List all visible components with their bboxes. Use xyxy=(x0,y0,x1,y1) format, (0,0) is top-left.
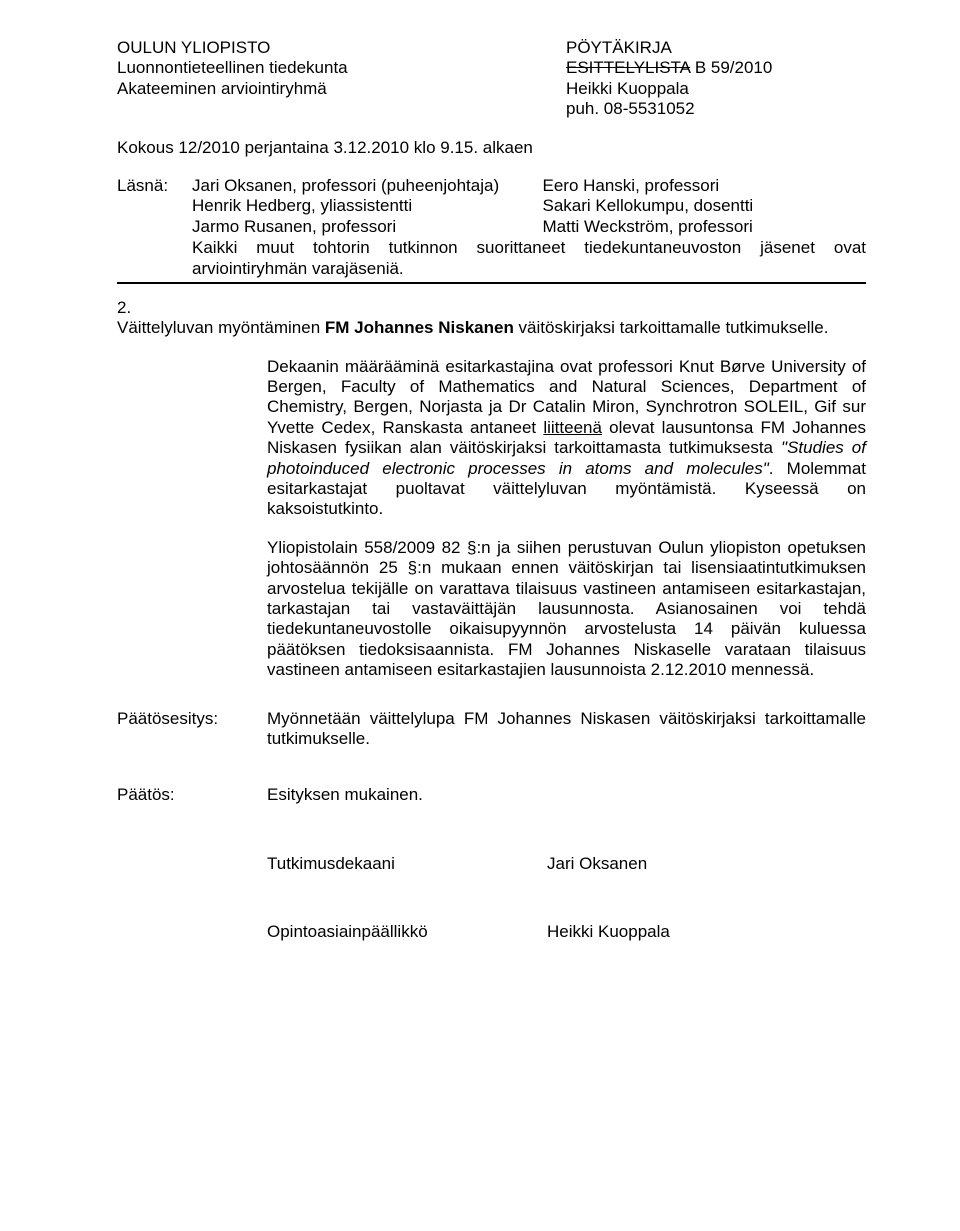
sig1-name: Jari Oksanen xyxy=(547,854,866,874)
agenda-title-prefix: Väittelyluvan myöntäminen xyxy=(117,318,325,337)
presentation-strikethrough: ESITTELYLISTA xyxy=(566,58,690,77)
paragraph-1: Dekaanin määrääminä esitarkastajina ovat… xyxy=(267,357,866,520)
meeting-info: Kokous 12/2010 perjantaina 3.12.2010 klo… xyxy=(117,138,866,158)
decision-row: Päätös: Esityksen mukainen. xyxy=(117,785,866,805)
attendee-left: Jari Oksanen, professori (puheenjohtaja) xyxy=(192,176,542,196)
record-label: PÖYTÄKIRJA xyxy=(566,38,866,58)
phone-number: puh. 08-5531052 xyxy=(566,99,866,119)
agenda-title: Väittelyluvan myöntäminen FM Johannes Ni… xyxy=(117,318,866,338)
org-name: OULUN YLIOPISTO xyxy=(117,38,348,58)
sig1-title: Tutkimusdekaani xyxy=(267,854,547,874)
section-divider xyxy=(117,282,866,284)
presentation-suffix: B 59/2010 xyxy=(690,58,772,77)
proposal-text: Myönnetään väittelylupa FM Johannes Nisk… xyxy=(267,709,866,750)
faculty-name: Luonnontieteellinen tiedekunta xyxy=(117,58,348,78)
sig2-name: Heikki Kuoppala xyxy=(547,922,866,942)
attendee-left: Henrik Hedberg, yliassistentti xyxy=(192,196,542,216)
signature-row-1: Tutkimusdekaani Jari Oksanen xyxy=(267,854,866,874)
agenda-title-suffix: väitöskirjaksi tarkoittamalle tutkimukse… xyxy=(514,318,829,337)
attendee-right: Eero Hanski, professori xyxy=(542,176,866,196)
header-left-block: OULUN YLIOPISTO Luonnontieteellinen tied… xyxy=(117,38,348,120)
present-note: Kaikki muut tohtorin tutkinnon suorittan… xyxy=(192,238,866,279)
decision-label: Päätös: xyxy=(117,785,267,805)
present-label: Läsnä: xyxy=(117,176,192,196)
agenda-title-bold: FM Johannes Niskanen xyxy=(325,318,514,337)
presenter-name: Heikki Kuoppala xyxy=(566,79,866,99)
attendee-right: Sakari Kellokumpu, dosentti xyxy=(542,196,866,216)
attendee-right: Matti Weckström, professori xyxy=(542,217,866,237)
sig2-title: Opintoasiainpäällikkö xyxy=(267,922,547,942)
para1-underline: liitteenä xyxy=(543,418,602,437)
present-row-3: Jarmo Rusanen, professori Matti Weckströ… xyxy=(192,217,866,237)
attendee-left: Jarmo Rusanen, professori xyxy=(192,217,542,237)
presentation-list: ESITTELYLISTA B 59/2010 xyxy=(566,58,866,78)
document-header: OULUN YLIOPISTO Luonnontieteellinen tied… xyxy=(117,38,866,120)
signature-row-2: Opintoasiainpäällikkö Heikki Kuoppala xyxy=(267,922,866,942)
proposal-label: Päätösesitys: xyxy=(117,709,267,750)
decision-text: Esityksen mukainen. xyxy=(267,785,866,805)
present-content: Jari Oksanen, professori (puheenjohtaja)… xyxy=(192,176,866,279)
group-name: Akateeminen arviointiryhmä xyxy=(117,79,348,99)
paragraph-2: Yliopistolain 558/2009 82 §:n ja siihen … xyxy=(267,538,866,681)
header-right-block: PÖYTÄKIRJA ESITTELYLISTA B 59/2010 Heikk… xyxy=(566,38,866,120)
present-row-2: Henrik Hedberg, yliassistentti Sakari Ke… xyxy=(192,196,866,216)
present-row-1: Jari Oksanen, professori (puheenjohtaja)… xyxy=(192,176,866,196)
present-block: Läsnä: Jari Oksanen, professori (puheenj… xyxy=(117,176,866,279)
agenda-number: 2. xyxy=(117,298,866,318)
proposal-row: Päätösesitys: Myönnetään väittelylupa FM… xyxy=(117,709,866,750)
